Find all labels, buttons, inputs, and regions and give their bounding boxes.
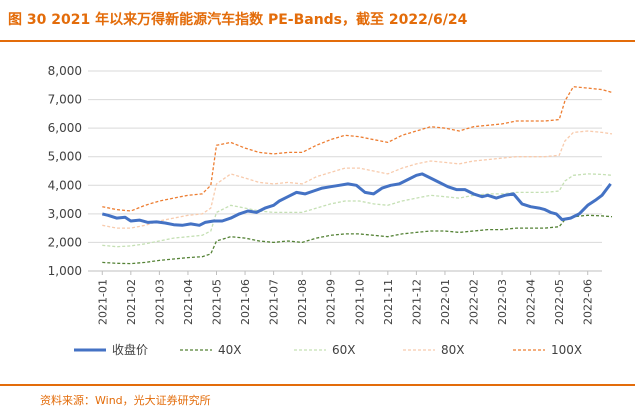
x-tick-label: 2021-05 [211,279,224,325]
series-line-60x [102,173,613,248]
x-tick-label: 2022-04 [525,279,538,325]
x-tick-label: 2021-04 [182,279,195,325]
y-tick-label: 8,000 [48,64,82,78]
x-tick-label: 2021-03 [153,279,166,325]
source-note: 资料来源：Wind，光大证券研究所 [40,394,211,407]
series-line-100x [102,86,613,212]
page-title: 图 30 2021 年以来万得新能源汽车指数 PE-Bands，截至 2022/… [8,12,468,28]
x-tick-label: 2021-09 [325,279,338,325]
x-tick-label: 2022-01 [439,279,452,325]
x-tick-labels: 2021-01 2021-02 2021-03 2021-04 2021-05 2021-… [96,271,595,325]
series-line-40x [102,214,613,265]
y-tick-label: 1,000 [48,264,82,278]
y-tick-label: 7,000 [48,93,82,107]
series-line-80x [102,130,613,229]
chart-legend: 收盘价 40X 60X 80X 100X [74,342,582,357]
y-tick-label: 4,000 [48,178,82,192]
y-tick-label: 5,000 [48,150,82,164]
pe-bands-chart: 1,000 2,000 3,000 4,000 5,000 6,000 7,000 8,000… [48,64,613,357]
y-tick-label: 6,000 [48,121,82,135]
x-tick-label: 2021-10 [353,279,366,325]
y-tick-label: 2,000 [48,235,82,249]
x-tick-label: 2021-12 [410,279,423,325]
legend-label: 80X [441,343,465,357]
series-line-close [101,172,612,227]
chart-series [101,86,613,265]
x-tick-label: 2022-02 [468,279,481,325]
x-tick-label: 2022-03 [496,279,509,325]
x-tick-label: 2021-11 [382,279,395,325]
footer-rule [0,384,635,386]
y-tick-labels: 1,000 2,000 3,000 4,000 5,000 6,000 7,000 8,000 [48,64,82,278]
legend-label: 100X [551,343,582,357]
x-tick-label: 2021-01 [96,279,109,325]
x-tick-label: 2021-08 [296,279,309,325]
title-rule [0,40,635,42]
x-tick-label: 2022-06 [582,279,595,325]
legend-label: 收盘价 [112,342,148,357]
legend-label: 60X [332,343,356,357]
x-tick-label: 2021-07 [268,279,281,325]
x-tick-label: 2021-06 [239,279,252,325]
x-tick-label: 2022-05 [553,279,566,325]
x-tick-label: 2021-02 [125,279,138,325]
y-tick-label: 3,000 [48,207,82,221]
legend-label: 40X [218,343,242,357]
